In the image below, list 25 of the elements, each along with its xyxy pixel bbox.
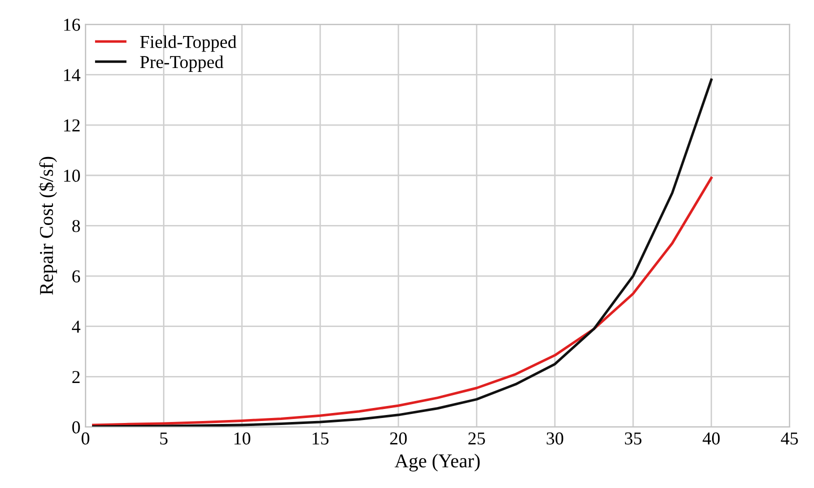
x-tick-label: 10 <box>234 432 250 445</box>
y-tick-label: 8 <box>72 220 80 232</box>
x-tick-label: 45 <box>780 432 798 445</box>
y-tick-label: 4 <box>72 320 80 333</box>
y-tick-label: 0 <box>72 421 80 434</box>
legend-label: Pre-Topped <box>140 55 224 72</box>
y-tick-label: 6 <box>72 270 80 282</box>
x-tick-label: 40 <box>702 432 720 445</box>
y-axis-title: Repair Cost ($/sf) <box>38 156 57 295</box>
x-tick-label: 20 <box>390 432 407 445</box>
y-tick-label: 12 <box>64 119 80 132</box>
x-tick-label: 25 <box>468 432 485 445</box>
x-tick-label: 0 <box>82 432 90 445</box>
line-series <box>92 176 713 426</box>
x-tick-label: 15 <box>312 432 328 445</box>
line-series <box>92 78 713 427</box>
x-tick-label: 30 <box>546 432 564 445</box>
x-tick-label: 35 <box>624 432 642 445</box>
y-tick-label: 14 <box>64 69 80 81</box>
y-tick-label: 10 <box>64 170 80 182</box>
y-tick-label: 2 <box>72 370 80 383</box>
legend-label: Field-Topped <box>140 35 236 52</box>
x-tick-label: 5 <box>160 432 168 445</box>
y-tick-label: 16 <box>64 18 80 31</box>
x-axis-title: Age (Year) <box>394 454 480 472</box>
